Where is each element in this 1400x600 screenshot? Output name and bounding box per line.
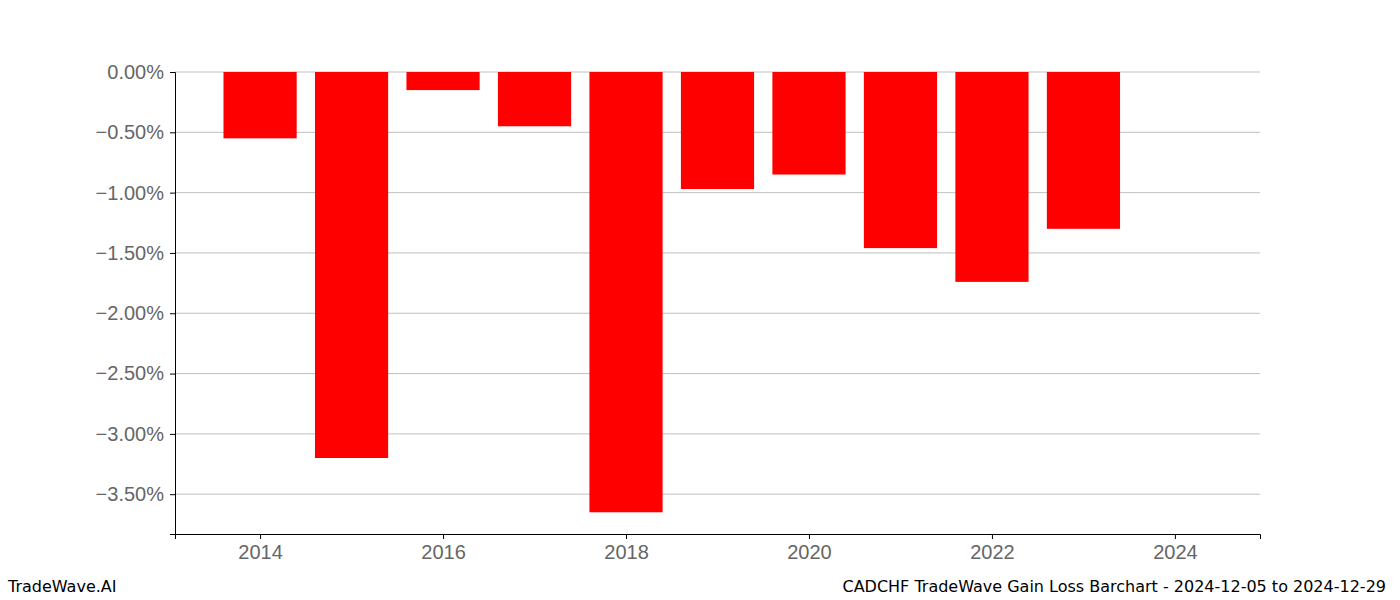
x-tick: 2020 xyxy=(787,534,832,563)
bar xyxy=(1047,72,1120,229)
bar xyxy=(772,72,845,175)
x-tick-mark xyxy=(992,534,993,539)
y-tick-label: −0.50% xyxy=(96,121,165,143)
x-tick-label: 2014 xyxy=(238,541,283,563)
bar xyxy=(406,72,479,90)
y-tick: −1.00% xyxy=(96,182,175,204)
bar xyxy=(864,72,937,248)
y-axis: 0.00% −0.50% −1.00% −1.50% −2.00% −2.50% −3.00… xyxy=(96,61,176,535)
chart: 0.00% −0.50% −1.00% −1.50% −2.00% −2.50% −3.00… xyxy=(0,0,1400,600)
y-tick: −1.50% xyxy=(96,242,175,264)
x-tick-mark xyxy=(260,534,261,539)
y-tick-label: −1.00% xyxy=(96,182,165,204)
x-axis-line xyxy=(176,535,1261,540)
bar xyxy=(223,72,296,138)
y-tick-mark xyxy=(170,313,175,314)
y-tick-label: −1.50% xyxy=(96,242,165,264)
bar xyxy=(955,72,1028,282)
bar xyxy=(498,72,571,126)
x-tick-label: 2018 xyxy=(604,541,649,563)
x-tick-label: 2022 xyxy=(970,541,1015,563)
y-tick: 0.00% xyxy=(107,61,175,83)
y-axis-line xyxy=(170,73,176,535)
x-tick: 2024 xyxy=(1153,534,1198,563)
y-tick-mark xyxy=(170,72,175,73)
x-tick-mark xyxy=(443,534,444,539)
y-tick-label: −3.50% xyxy=(96,483,165,505)
y-tick-mark xyxy=(170,193,175,194)
x-tick: 2014 xyxy=(238,534,283,563)
bar xyxy=(315,72,388,458)
title: CADCHF TradeWave Gain Loss Barchart - 20… xyxy=(842,577,1386,596)
y-tick-mark xyxy=(170,253,175,254)
y-tick-label: −2.00% xyxy=(96,302,165,324)
x-tick-mark xyxy=(809,534,810,539)
x-tick: 2016 xyxy=(421,534,466,563)
grid-line xyxy=(175,494,1260,495)
x-tick-label: 2020 xyxy=(787,541,832,563)
y-tick-label: 0.00% xyxy=(107,61,164,83)
bar xyxy=(589,72,662,512)
x-tick: 2022 xyxy=(970,534,1015,563)
x-tick-label: 2016 xyxy=(421,541,466,563)
y-tick: −0.50% xyxy=(96,121,175,143)
y-tick: −2.50% xyxy=(96,362,175,384)
y-tick-mark xyxy=(170,494,175,495)
annotation: TradeWave.AI xyxy=(7,577,116,596)
y-tick-label: −3.00% xyxy=(96,423,165,445)
x-tick-label: 2024 xyxy=(1153,541,1198,563)
y-tick: −2.00% xyxy=(96,302,175,324)
y-tick-mark xyxy=(170,374,175,375)
x-axis: 2014 2016 2018 2020 2022 2024 xyxy=(176,534,1261,563)
y-tick: −3.00% xyxy=(96,423,175,445)
x-tick-mark xyxy=(626,534,627,539)
x-tick: 2018 xyxy=(604,534,649,563)
y-tick-label: −2.50% xyxy=(96,362,165,384)
grid xyxy=(175,72,1260,494)
y-tick: −3.50% xyxy=(96,483,175,505)
x-tick-mark xyxy=(1175,534,1176,539)
bars xyxy=(223,72,1120,512)
y-tick-mark xyxy=(170,434,175,435)
y-tick-mark xyxy=(170,132,175,133)
bar xyxy=(681,72,754,189)
